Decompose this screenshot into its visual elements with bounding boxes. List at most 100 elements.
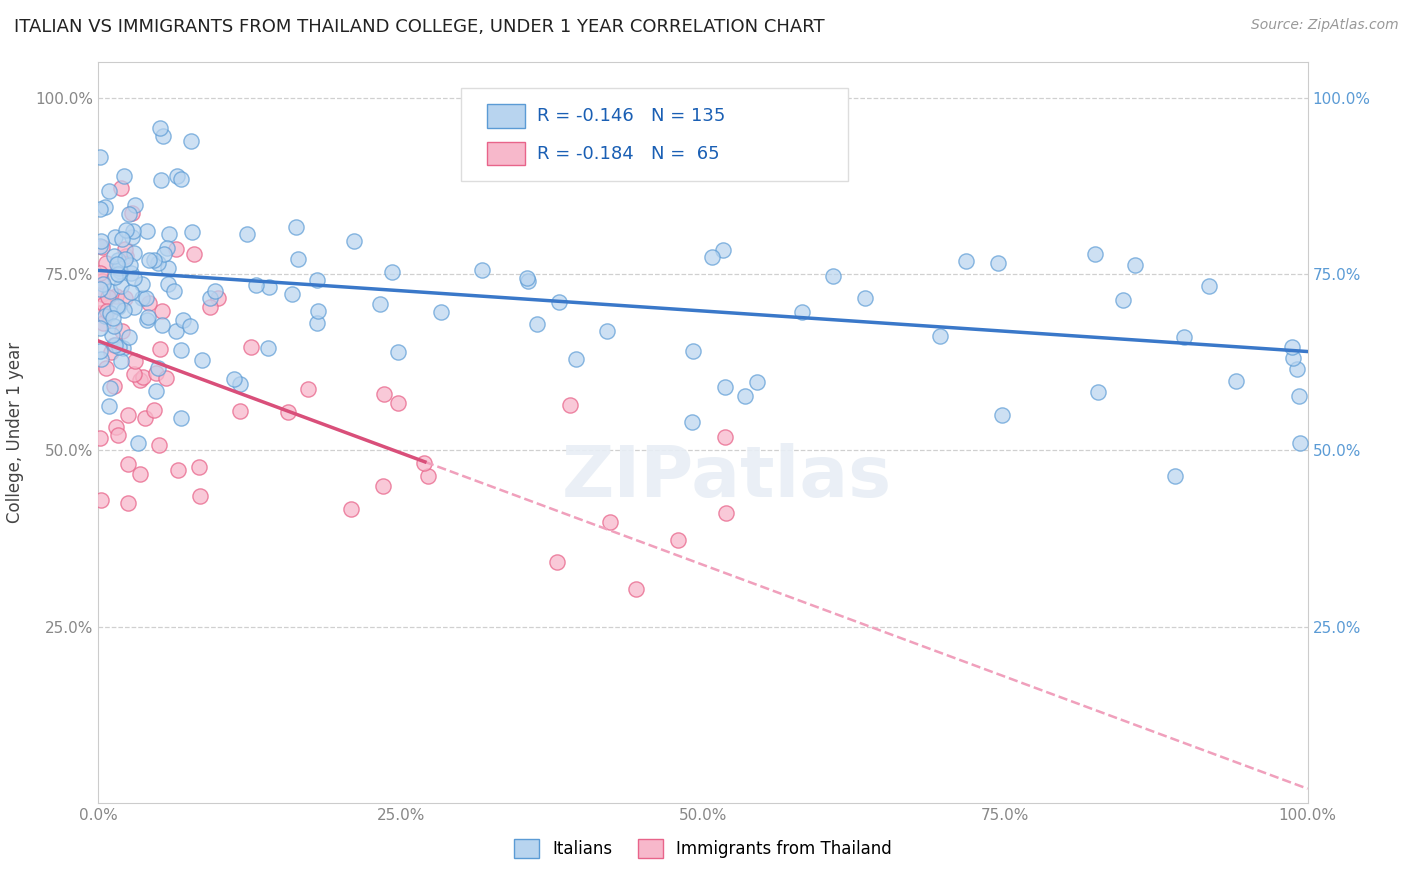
- Point: [548, 294, 571, 309]
- Point: [120, 285, 142, 300]
- Point: [181, 225, 204, 239]
- Point: [987, 256, 1010, 270]
- Point: [128, 467, 150, 482]
- Point: [149, 120, 172, 135]
- Point: [89, 239, 111, 253]
- Point: [103, 230, 125, 244]
- Point: [187, 459, 209, 474]
- Point: [96, 361, 118, 376]
- Point: [108, 264, 131, 278]
- Point: [114, 243, 136, 257]
- Point: [124, 368, 146, 382]
- Point: [104, 420, 127, 434]
- Point: [682, 343, 704, 358]
- Point: [108, 340, 131, 354]
- Point: [381, 265, 404, 279]
- Point: [745, 375, 768, 389]
- Point: [90, 234, 112, 248]
- Point: [89, 431, 111, 445]
- Point: [146, 256, 169, 270]
- Point: [1164, 469, 1187, 483]
- FancyBboxPatch shape: [486, 103, 526, 128]
- Point: [90, 240, 112, 254]
- Point: [714, 380, 737, 394]
- Point: [129, 373, 152, 387]
- Point: [1173, 330, 1195, 344]
- Point: [138, 252, 160, 267]
- Point: [135, 224, 157, 238]
- Point: [124, 245, 146, 260]
- Point: [1282, 351, 1305, 366]
- Point: [1225, 374, 1247, 388]
- Point: [89, 202, 111, 216]
- Point: [91, 274, 114, 288]
- Point: [100, 328, 122, 343]
- Point: [236, 227, 259, 242]
- Point: [149, 342, 172, 356]
- Point: [117, 409, 139, 423]
- Point: [596, 324, 619, 338]
- Point: [166, 169, 188, 183]
- Point: [558, 398, 581, 412]
- Point: [1286, 362, 1309, 376]
- Point: [711, 244, 734, 258]
- Point: [103, 319, 125, 334]
- Point: [157, 227, 180, 241]
- Point: [387, 345, 409, 359]
- Point: [94, 255, 117, 269]
- Point: [114, 252, 136, 267]
- Point: [97, 185, 120, 199]
- Point: [368, 297, 391, 311]
- Point: [599, 515, 621, 529]
- Point: [307, 316, 329, 330]
- Point: [734, 389, 756, 403]
- Point: [124, 197, 146, 211]
- Point: [93, 200, 115, 214]
- Point: [89, 344, 111, 359]
- Point: [565, 351, 588, 366]
- Point: [430, 305, 453, 319]
- Point: [115, 249, 138, 263]
- Point: [104, 338, 127, 352]
- Point: [143, 403, 166, 417]
- Point: [170, 343, 193, 358]
- Point: [157, 260, 180, 275]
- Point: [307, 273, 329, 287]
- Text: Source: ZipAtlas.com: Source: ZipAtlas.com: [1251, 18, 1399, 32]
- Text: ITALIAN VS IMMIGRANTS FROM THAILAND COLLEGE, UNDER 1 YEAR CORRELATION CHART: ITALIAN VS IMMIGRANTS FROM THAILAND COLL…: [14, 18, 825, 36]
- Point: [373, 387, 395, 401]
- Point: [183, 247, 205, 261]
- Point: [287, 252, 309, 266]
- Point: [373, 479, 395, 493]
- Point: [222, 372, 245, 386]
- Point: [98, 306, 121, 320]
- Point: [855, 292, 877, 306]
- Point: [98, 284, 121, 298]
- Point: [148, 438, 170, 452]
- Point: [229, 377, 252, 392]
- Point: [89, 150, 111, 164]
- Point: [117, 457, 139, 471]
- Point: [149, 173, 172, 187]
- Point: [107, 428, 129, 442]
- Text: R = -0.146   N = 135: R = -0.146 N = 135: [537, 107, 725, 125]
- Point: [145, 367, 167, 381]
- Point: [152, 128, 174, 143]
- Point: [990, 408, 1012, 422]
- Point: [89, 282, 111, 296]
- Point: [93, 309, 115, 323]
- Point: [124, 271, 146, 285]
- Point: [145, 384, 167, 398]
- Point: [131, 277, 153, 291]
- Point: [110, 181, 132, 195]
- Point: [245, 277, 267, 292]
- Point: [1198, 279, 1220, 293]
- Point: [107, 253, 129, 268]
- Point: [122, 224, 145, 238]
- Point: [792, 305, 814, 319]
- Point: [100, 344, 122, 359]
- Point: [239, 340, 262, 354]
- Point: [179, 319, 201, 334]
- Point: [700, 250, 723, 264]
- Point: [89, 321, 111, 335]
